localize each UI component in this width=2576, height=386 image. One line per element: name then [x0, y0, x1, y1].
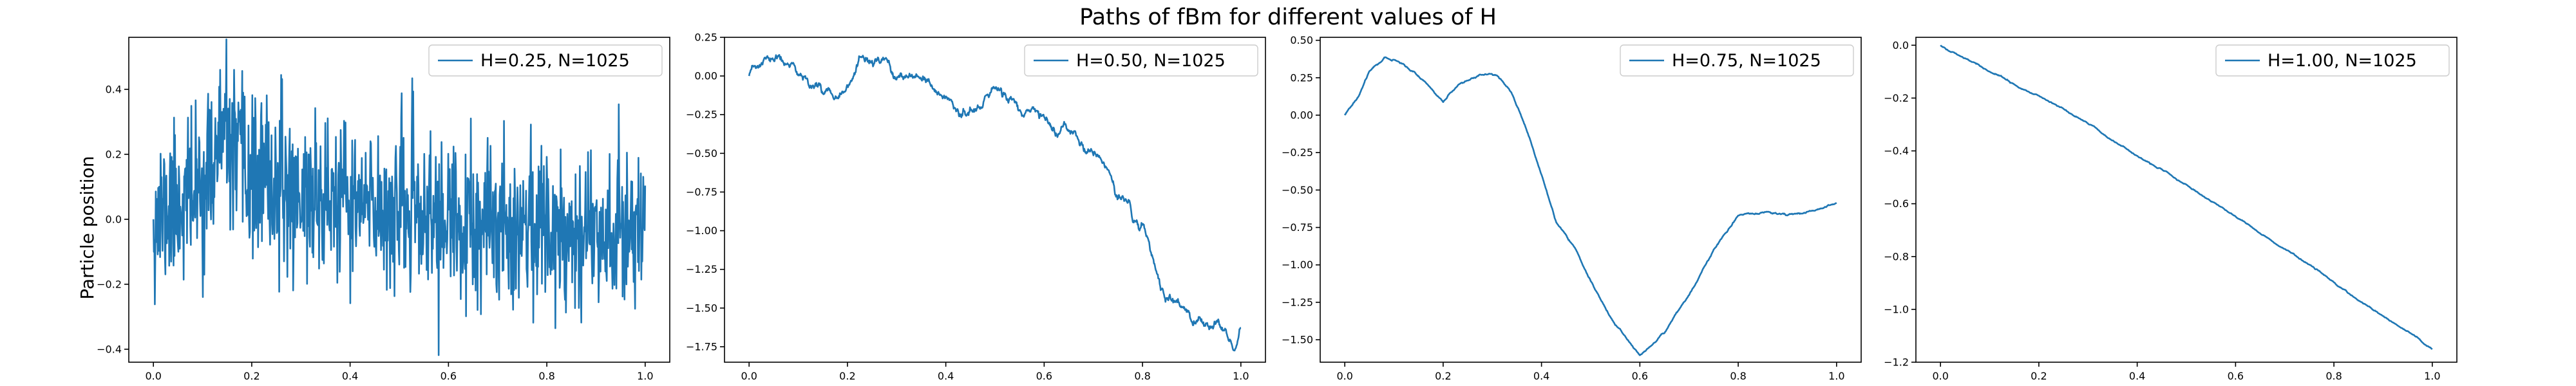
y-tick-label: 0.2 [106, 148, 122, 160]
series-line [1344, 56, 1837, 356]
y-tick-label: −0.25 [1282, 147, 1313, 159]
y-tick-label: −1.75 [686, 340, 717, 353]
y-tick-label: −0.4 [1884, 145, 1909, 157]
legend-box [2215, 44, 2450, 77]
y-tick-label: 0.00 [1290, 109, 1313, 122]
subplot-1: 0.0 0.2 0.4 0.6 0.8 1.0 −0.4 −0.2 0.0 0.2 0.4 H=0.2… [97, 37, 670, 382]
x-tick-label: 0.6 [2228, 370, 2244, 382]
x-tick-label: 1.0 [1828, 370, 1844, 382]
x-tick-label: 0.2 [1435, 370, 1451, 382]
y-tick-label: −1.00 [686, 225, 717, 237]
legend-box [1620, 44, 1854, 77]
legend-label: H=0.50, N=1025 [1076, 51, 1226, 71]
y-tick-label: −0.75 [1282, 221, 1313, 234]
x-tick-label: 0.2 [243, 370, 260, 382]
legend: H=0.75, N=1025 [1620, 44, 1854, 77]
plot-frame [128, 37, 670, 363]
legend: H=0.50, N=1025 [1024, 44, 1258, 77]
x-tick-label: 0.4 [1533, 370, 1549, 382]
y-tick-label: −0.50 [686, 147, 717, 160]
legend-label: H=0.75, N=1025 [1672, 51, 1821, 71]
y-tick-label: −1.50 [686, 302, 717, 314]
y-tick-label: −1.50 [1282, 334, 1313, 346]
y-tick-label: 0.4 [106, 83, 122, 95]
y-tick-label: −0.2 [97, 278, 122, 290]
series-line [152, 38, 647, 356]
plot-frame [724, 37, 1266, 363]
x-tick-label: 0.8 [538, 370, 554, 382]
y-tick-label: 0.25 [694, 32, 717, 44]
subplot-4: 0.0 0.2 0.4 0.6 0.8 1.0 −1.2 −1.0 −0.8 −0.6 −0.4 −0… [1884, 37, 2458, 382]
y-tick-label: 0.0 [1893, 39, 1909, 51]
x-tick-label: 0.0 [145, 370, 161, 382]
legend-label: H=0.25, N=1025 [480, 51, 630, 71]
y-tick-label: −0.6 [1884, 198, 1909, 210]
legend-box [1024, 44, 1258, 77]
y-tick-label: 0.50 [1290, 34, 1313, 46]
y-tick-label: 0.0 [106, 213, 122, 225]
subplot-3: 0.0 0.2 0.4 0.6 0.8 1.0 −1.50 −1.25 −1.00 −0.75 −0… [1282, 34, 1862, 382]
x-tick-label: 1.0 [1233, 370, 1249, 382]
x-tick-label: 0.2 [2031, 370, 2047, 382]
x-tick-label: 0.0 [741, 370, 757, 382]
y-axis-label: Particle position [77, 156, 98, 299]
y-tick-label: −1.00 [1282, 259, 1313, 271]
subplot-2: 0.0 0.2 0.4 0.6 0.8 1.0 −1.75 −1.50 −1.25 −1.00 −0… [686, 32, 1266, 382]
x-tick-label: 0.0 [1932, 370, 1948, 382]
y-tick-label: −0.2 [1884, 92, 1909, 104]
x-tick-label: 0.8 [2325, 370, 2342, 382]
x-tick-label: 0.8 [1730, 370, 1746, 382]
legend: H=1.00, N=1025 [2215, 44, 2450, 77]
x-tick-label: 1.0 [637, 370, 653, 382]
y-tick-label: −0.75 [686, 186, 717, 198]
legend: H=0.25, N=1025 [428, 44, 663, 77]
subplots: 0.0 0.2 0.4 0.6 0.8 1.0 −0.4 −0.2 0.0 0.2 0.4 H=0.2… [97, 32, 2458, 382]
x-tick-label: 0.6 [1036, 370, 1052, 382]
plot-frame [1320, 37, 1862, 363]
x-tick-label: 0.2 [839, 370, 855, 382]
y-tick-label: −1.25 [1282, 296, 1313, 308]
x-tick-label: 1.0 [2424, 370, 2440, 382]
x-tick-label: 0.6 [1632, 370, 1648, 382]
x-tick-label: 0.4 [938, 370, 954, 382]
y-tick-label: −1.2 [1884, 356, 1909, 369]
x-tick-label: 0.4 [2129, 370, 2145, 382]
legend-label: H=1.00, N=1025 [2268, 51, 2417, 71]
x-tick-label: 0.6 [440, 370, 457, 382]
x-tick-label: 0.8 [1134, 370, 1150, 382]
y-tick-label: −0.25 [686, 109, 717, 121]
legend-box [428, 44, 663, 77]
figure-title: Paths of fBm for different values of H [1079, 5, 1497, 30]
y-tick-label: 0.25 [1290, 71, 1313, 84]
x-tick-label: 0.4 [342, 370, 358, 382]
plot-frame [1915, 37, 2458, 363]
y-tick-label: −0.4 [97, 343, 122, 355]
series-line [748, 54, 1242, 352]
y-tick-label: −1.25 [686, 263, 717, 275]
x-tick-label: 0.0 [1336, 370, 1352, 382]
y-tick-label: 0.00 [694, 70, 717, 82]
y-tick-label: −1.0 [1884, 303, 1909, 315]
y-tick-label: −0.50 [1282, 184, 1313, 196]
series-line [1940, 44, 2433, 350]
y-tick-label: −0.8 [1884, 250, 1909, 262]
